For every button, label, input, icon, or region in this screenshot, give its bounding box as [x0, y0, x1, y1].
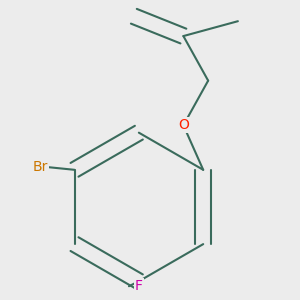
Text: F: F — [135, 279, 143, 293]
Text: Br: Br — [32, 160, 48, 174]
Text: O: O — [178, 118, 189, 132]
